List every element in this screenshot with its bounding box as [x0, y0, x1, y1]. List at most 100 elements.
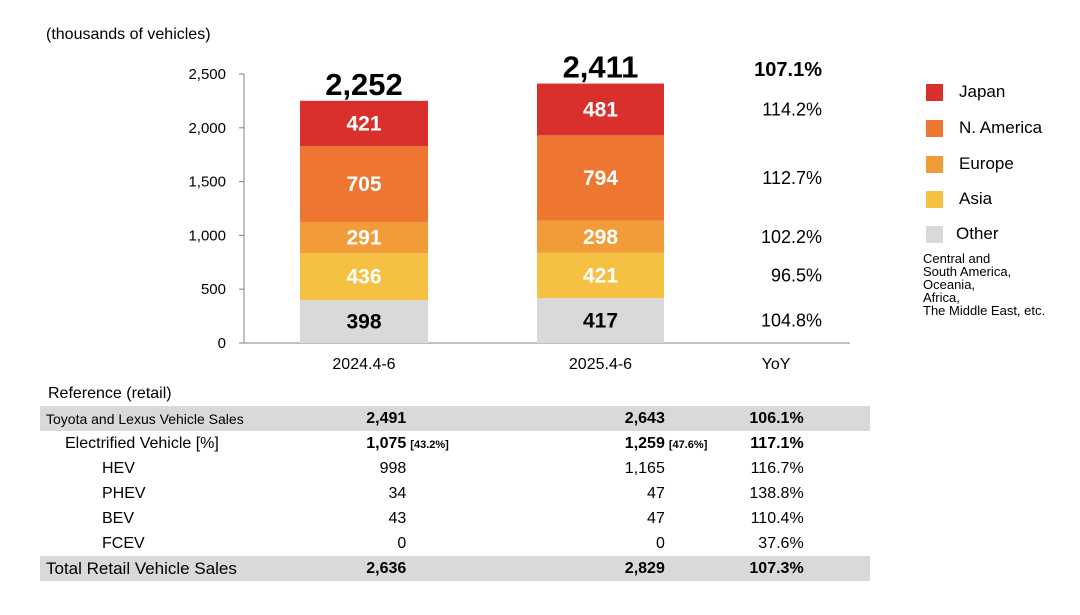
- value-2024: 2,636: [333, 556, 407, 581]
- value-2024: 1,075: [366, 434, 407, 452]
- row-padding: [804, 531, 870, 556]
- legend-note-line: Central and: [923, 251, 991, 266]
- share-2024: [406, 506, 587, 531]
- segment-yoy-label: 112.7%: [762, 168, 822, 188]
- legend-item-other: Other: [926, 224, 999, 244]
- segment-value-label: 436: [346, 266, 381, 289]
- yoy-value: 116.7%: [750, 459, 804, 477]
- row-label: Electrified Vehicle [%]: [65, 434, 219, 452]
- row-padding: [804, 506, 870, 531]
- share-2024: [406, 456, 587, 481]
- segment-value-label: 298: [583, 226, 618, 249]
- share-2024: [406, 406, 588, 431]
- bar-segment-n-america: [537, 135, 664, 221]
- legend-item-asia: Asia: [926, 189, 992, 209]
- row-label: HEV: [102, 459, 135, 477]
- yoy-value: 107.3%: [707, 556, 804, 581]
- value-2024: 998: [379, 459, 407, 477]
- row-label: FCEV: [102, 534, 145, 552]
- segment-yoy-label: 96.5%: [771, 265, 822, 285]
- legend-note-line: South America,: [923, 264, 1012, 279]
- y-tick-label: 0: [218, 335, 226, 352]
- legend-note: Central and South America, Oceania, Africa,…: [923, 252, 1045, 317]
- legend-item-europe: Europe: [926, 154, 1014, 174]
- share-2025: [665, 481, 708, 506]
- share-2025: [664, 406, 708, 431]
- legend-label: Other: [956, 224, 999, 243]
- reference-row: FCEV 0 0 37.6%: [40, 531, 870, 556]
- bar-segment-other: [300, 300, 428, 343]
- bar-segment-n-america: [300, 146, 428, 222]
- reference-row: Total Retail Vehicle Sales 2,636 2,829 107.…: [40, 556, 870, 581]
- legend-swatch: [926, 119, 943, 137]
- electrified-share: [47.6%]: [668, 438, 708, 451]
- segment-value-label: 705: [346, 173, 381, 196]
- segment-value-label: 291: [346, 227, 381, 250]
- bar-segment-europe: [300, 221, 428, 254]
- row-label: Total Retail Vehicle Sales: [40, 556, 334, 581]
- reference-table: Toyota and Lexus Vehicle Sales 2,491 2,643…: [40, 406, 870, 581]
- segment-yoy-label: 114.2%: [762, 99, 822, 119]
- total-yoy-label: 107.1%: [754, 59, 822, 81]
- segment-yoy-label: 102.2%: [761, 227, 822, 247]
- share-2025: [665, 456, 708, 481]
- row-padding: [804, 481, 870, 506]
- legend-swatch: [926, 225, 943, 243]
- legend-note-line: The Middle East, etc.: [923, 303, 1046, 318]
- bar-total-label: 2,252: [325, 67, 403, 102]
- value-2025: 1,165: [624, 459, 665, 477]
- value-2025: 47: [647, 484, 665, 502]
- row-label: Toyota and Lexus Vehicle Sales: [40, 406, 334, 431]
- x-category-label: 2024.4-6: [332, 356, 395, 373]
- bar-segment-europe: [537, 220, 664, 253]
- segment-value-label: 481: [583, 98, 618, 121]
- value-2025: 1,259: [624, 434, 665, 452]
- row-padding: [803, 406, 870, 431]
- segment-value-label: 421: [346, 112, 381, 135]
- share-2024: [406, 531, 587, 556]
- yoy-value: 138.8%: [749, 484, 804, 502]
- y-tick-label: 2,500: [188, 66, 226, 83]
- row-padding: [804, 456, 870, 481]
- row-padding: [803, 556, 870, 581]
- share-2024: [406, 556, 588, 581]
- segment-value-label: 417: [583, 310, 618, 333]
- legend-label: Europe: [959, 154, 1014, 173]
- reference-title: Reference (retail): [48, 385, 172, 402]
- legend-item-japan: Japan: [926, 82, 1005, 102]
- share-2025: [47.6%]: [665, 431, 708, 456]
- legend-label: Asia: [959, 189, 993, 208]
- yoy-value: 37.6%: [758, 534, 804, 552]
- value-2024: 0: [397, 534, 407, 552]
- value-2025: 0: [655, 534, 665, 552]
- row-label: BEV: [102, 509, 135, 527]
- bar-segment-japan: [300, 100, 428, 147]
- yoy-value: 117.1%: [750, 434, 804, 452]
- value-2024: 2,491: [333, 406, 407, 431]
- share-2025: [665, 531, 708, 556]
- reference-row: Electrified Vehicle [%] 1,075 [43.2%] 1,259…: [40, 431, 870, 456]
- stacked-bar-chart: 0 500 1,000 1,500 2,000 2,500 398 436 291 705 421 2…: [188, 50, 850, 373]
- legend-note-line: Oceania,: [923, 277, 976, 292]
- value-2025: 47: [647, 509, 665, 527]
- y-tick-label: 1,500: [188, 174, 226, 191]
- legend-swatch: [926, 190, 943, 208]
- legend-swatch: [926, 83, 943, 101]
- value-2025: 2,829: [587, 556, 665, 581]
- row-padding: [804, 431, 870, 456]
- y-tick-label: 2,000: [188, 120, 226, 137]
- value-2025: 2,643: [587, 406, 665, 431]
- row-label: PHEV: [102, 484, 146, 502]
- reference-row: BEV 43 47 110.4%: [40, 506, 870, 531]
- bar-segment-asia: [537, 252, 664, 299]
- x-category-label: 2025.4-6: [569, 356, 632, 373]
- share-2024: [406, 481, 587, 506]
- electrified-share: [43.2%]: [410, 438, 449, 451]
- yoy-value: 106.1%: [707, 406, 804, 431]
- value-2024: 34: [388, 484, 407, 502]
- segment-yoy-label: 104.8%: [761, 311, 822, 331]
- bar-segment-other: [537, 298, 664, 343]
- reference-row: Toyota and Lexus Vehicle Sales 2,491 2,643…: [40, 406, 870, 431]
- share-2025: [665, 506, 708, 531]
- value-2024: 43: [388, 509, 407, 527]
